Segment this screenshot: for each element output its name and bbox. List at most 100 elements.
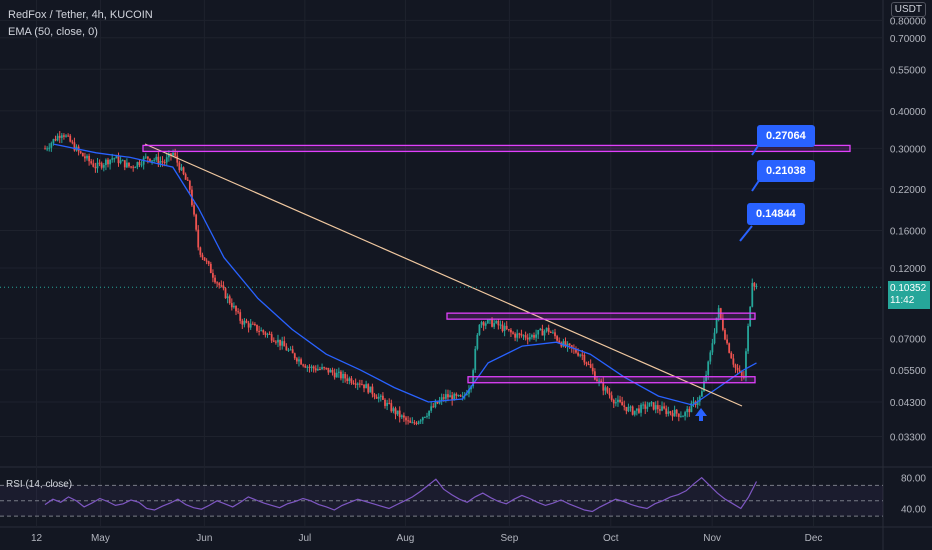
candle-body: [94, 166, 97, 169]
candle-body: [100, 163, 103, 168]
candle-body: [526, 337, 529, 340]
candle-body: [709, 352, 712, 362]
candle-body: [92, 163, 95, 167]
candle-body: [423, 416, 426, 418]
x-tick-label: 12: [31, 533, 43, 544]
candle-body: [52, 139, 55, 144]
candle-body: [329, 369, 332, 373]
candle-body: [88, 155, 91, 162]
candle-body: [505, 325, 508, 330]
candle-body: [264, 332, 267, 335]
candle-body: [58, 135, 61, 138]
ema-indicator-label[interactable]: EMA (50, close, 0): [8, 26, 98, 38]
candle-body: [434, 402, 437, 408]
candle-body: [245, 320, 248, 323]
y-tick-label: 0.80000: [890, 16, 927, 27]
candle-body: [277, 339, 279, 343]
candle-body: [543, 330, 546, 336]
candle-body: [698, 396, 701, 402]
y-tick-label: 0.12000: [890, 264, 927, 275]
candle-body: [310, 366, 313, 368]
candle-body: [411, 422, 414, 424]
candle-body: [104, 159, 107, 166]
candle-body: [711, 343, 714, 353]
candle-body: [125, 162, 128, 168]
candle-body: [212, 273, 214, 278]
callout-label-2[interactable]: 0.21038: [757, 160, 815, 182]
callout-label-3[interactable]: 0.14844: [747, 203, 805, 225]
candle-body: [79, 151, 82, 153]
candle-body: [625, 406, 628, 412]
candle-body: [568, 343, 571, 346]
candle-body: [207, 261, 210, 264]
candle-body: [430, 406, 433, 411]
candle-body: [350, 378, 353, 383]
candle-body: [132, 166, 135, 168]
candle-body: [600, 380, 603, 383]
candle-body: [610, 395, 613, 400]
candle-body: [222, 285, 225, 289]
candle-body: [291, 349, 294, 354]
candle-body: [537, 330, 540, 335]
symbol-title[interactable]: RedFox / Tether, 4h, KUCOIN: [8, 9, 153, 21]
candle-body: [237, 311, 240, 313]
candle-body: [356, 383, 359, 385]
candle-body: [604, 387, 607, 391]
candle-body: [577, 352, 579, 356]
candle-body: [335, 372, 338, 378]
candle-body: [682, 416, 684, 418]
candle-body: [503, 325, 506, 332]
candle-body: [621, 401, 624, 406]
candle-body: [730, 352, 733, 359]
candle-body: [134, 167, 137, 169]
candle-body: [316, 369, 319, 371]
candle-body: [50, 143, 53, 148]
candle-body: [167, 153, 170, 158]
candle-body: [495, 320, 498, 324]
candle-body: [484, 323, 487, 326]
candle-body: [707, 361, 710, 375]
candle-body: [564, 341, 567, 347]
candle-body: [239, 312, 242, 321]
candle-body: [241, 320, 244, 325]
candle-body: [703, 381, 705, 392]
candle-body: [325, 367, 328, 369]
candle-body: [358, 383, 361, 385]
callout-label-1[interactable]: 0.27064: [757, 125, 815, 147]
candle-body: [319, 369, 321, 371]
candle-body: [109, 159, 111, 165]
y-tick-label: 0.03300: [890, 433, 927, 444]
candle-body: [619, 399, 621, 402]
candle-body: [346, 378, 349, 382]
candle-body: [268, 333, 271, 335]
candle-body: [400, 415, 403, 418]
candle-body: [692, 401, 695, 403]
candle-body: [392, 408, 395, 412]
rsi-tick-label: 80.00: [901, 474, 926, 485]
candle-body: [342, 373, 344, 379]
candle-body: [123, 160, 126, 168]
candle-body: [146, 156, 149, 159]
candle-body: [272, 340, 275, 342]
price-axis: 0.80000 0.70000 0.55000 0.40000 0.30000 0.220…: [890, 16, 927, 515]
candle-body: [512, 332, 514, 334]
rsi-line: [44, 476, 758, 513]
candle-body: [623, 405, 626, 407]
candle-body: [398, 410, 401, 418]
x-tick-label: Nov: [703, 533, 721, 544]
candle-body: [382, 395, 384, 400]
candle-body: [218, 283, 221, 286]
candle-body: [258, 330, 260, 332]
currency-label[interactable]: USDT: [890, 2, 926, 17]
candle-body: [312, 366, 315, 369]
candle-body: [684, 412, 687, 417]
candle-body: [235, 305, 237, 312]
candle-body: [633, 410, 636, 415]
y-tick-label: 0.07000: [890, 334, 927, 345]
candle-body: [598, 380, 600, 382]
candle-body: [663, 406, 666, 409]
rsi-indicator-label[interactable]: RSI (14, close): [6, 479, 73, 490]
candle-body: [472, 370, 475, 387]
candle-body: [749, 306, 752, 327]
